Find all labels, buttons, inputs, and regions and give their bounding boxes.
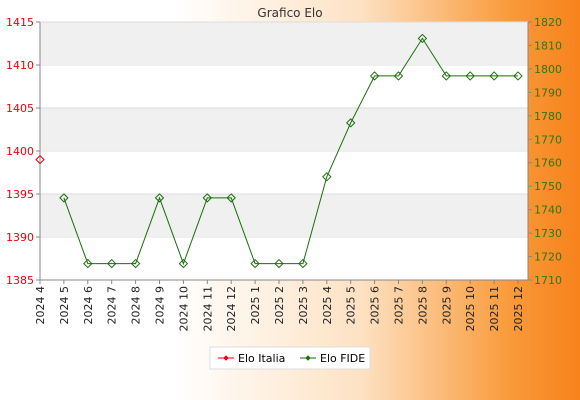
right-tick-label: 1820 bbox=[534, 16, 562, 29]
data-point bbox=[465, 71, 475, 81]
data-point bbox=[393, 71, 404, 81]
left-tick-label: 1415 bbox=[6, 16, 34, 29]
data-point bbox=[202, 193, 213, 203]
right-tick-label: 1730 bbox=[534, 227, 562, 240]
plot-background bbox=[39, 21, 529, 281]
legend-label: Elo Italia bbox=[238, 352, 285, 365]
x-tick-label: 2025 5 bbox=[345, 286, 358, 325]
x-tick-label: 2025 7 bbox=[393, 286, 406, 325]
left-tick-label: 1405 bbox=[6, 102, 34, 115]
data-point bbox=[417, 33, 428, 44]
data-point bbox=[35, 154, 45, 165]
left-axis: 1385 1390 1395 1400 1405 1410 1415 bbox=[6, 16, 41, 287]
right-tick-label: 1760 bbox=[534, 157, 562, 170]
right-tick-label: 1750 bbox=[534, 180, 562, 193]
x-axis: 2024 4 2024 5 2024 6 2024 7 2024 8 2024 9 2024… bbox=[34, 279, 528, 332]
left-tick-label: 1400 bbox=[6, 145, 34, 158]
right-tick-label: 1740 bbox=[534, 204, 562, 217]
legend: Elo Italia Elo FIDE bbox=[209, 346, 371, 370]
data-point bbox=[226, 193, 236, 203]
x-tick-label: 2025 1 bbox=[249, 286, 262, 325]
legend-label: Elo FIDE bbox=[320, 352, 365, 365]
x-tick-label: 2025 11 bbox=[488, 286, 501, 332]
x-tick-label: 2024 10 bbox=[177, 286, 190, 332]
x-tick-label: 2024 5 bbox=[58, 286, 71, 325]
left-tick-label: 1385 bbox=[6, 274, 34, 287]
right-axis: 1710 1720 1730 1740 1750 1760 1770 1780 1790 1800… bbox=[527, 16, 562, 287]
left-tick-label: 1390 bbox=[6, 231, 34, 244]
grid-band bbox=[40, 22, 528, 65]
legend-swatch-marker bbox=[305, 355, 311, 361]
grid-band bbox=[40, 108, 528, 151]
x-tick-label: 2024 4 bbox=[34, 286, 47, 325]
data-point bbox=[130, 258, 141, 269]
x-tick-label: 2025 9 bbox=[440, 286, 453, 325]
x-tick-label: 2025 2 bbox=[273, 286, 286, 325]
x-tick-label: 2024 12 bbox=[225, 286, 238, 332]
right-tick-label: 1790 bbox=[534, 86, 562, 99]
legend-swatch-marker bbox=[223, 355, 229, 361]
left-tick-label: 1395 bbox=[6, 188, 34, 201]
right-tick-label: 1710 bbox=[534, 274, 562, 287]
chart-title: Grafico Elo bbox=[257, 6, 322, 20]
x-tick-label: 2024 8 bbox=[130, 286, 143, 325]
data-point bbox=[513, 71, 523, 81]
x-tick-label: 2024 7 bbox=[106, 286, 119, 325]
series-lines bbox=[63, 37, 518, 266]
series-points bbox=[35, 33, 523, 269]
data-point bbox=[489, 71, 499, 81]
data-point bbox=[250, 258, 260, 269]
data-point bbox=[441, 71, 452, 81]
data-point bbox=[59, 193, 69, 203]
right-tick-label: 1720 bbox=[534, 251, 562, 264]
x-tick-label: 2024 6 bbox=[82, 286, 95, 325]
data-point bbox=[322, 172, 332, 182]
x-tick-label: 2025 12 bbox=[512, 286, 525, 332]
data-point bbox=[154, 193, 165, 203]
x-tick-label: 2025 6 bbox=[369, 286, 382, 325]
x-tick-label: 2024 11 bbox=[201, 286, 214, 332]
x-tick-label: 2025 10 bbox=[464, 286, 477, 332]
data-point bbox=[298, 258, 308, 269]
right-tick-label: 1780 bbox=[534, 110, 562, 123]
data-point bbox=[369, 71, 380, 81]
right-tick-label: 1770 bbox=[534, 133, 562, 146]
legend-box bbox=[209, 346, 371, 370]
x-tick-label: 2025 8 bbox=[416, 286, 429, 325]
x-tick-label: 2025 4 bbox=[321, 286, 334, 325]
x-tick-label: 2025 3 bbox=[297, 286, 310, 325]
left-tick-label: 1410 bbox=[6, 59, 34, 72]
data-point bbox=[274, 258, 284, 269]
series-line bbox=[63, 37, 518, 266]
data-point bbox=[345, 118, 356, 128]
data-point bbox=[178, 258, 189, 269]
right-tick-label: 1800 bbox=[534, 63, 562, 76]
x-tick-label: 2024 9 bbox=[154, 286, 167, 325]
data-point bbox=[106, 258, 117, 269]
data-point bbox=[83, 258, 93, 269]
right-tick-label: 1810 bbox=[534, 39, 562, 52]
grid-band bbox=[40, 194, 528, 237]
